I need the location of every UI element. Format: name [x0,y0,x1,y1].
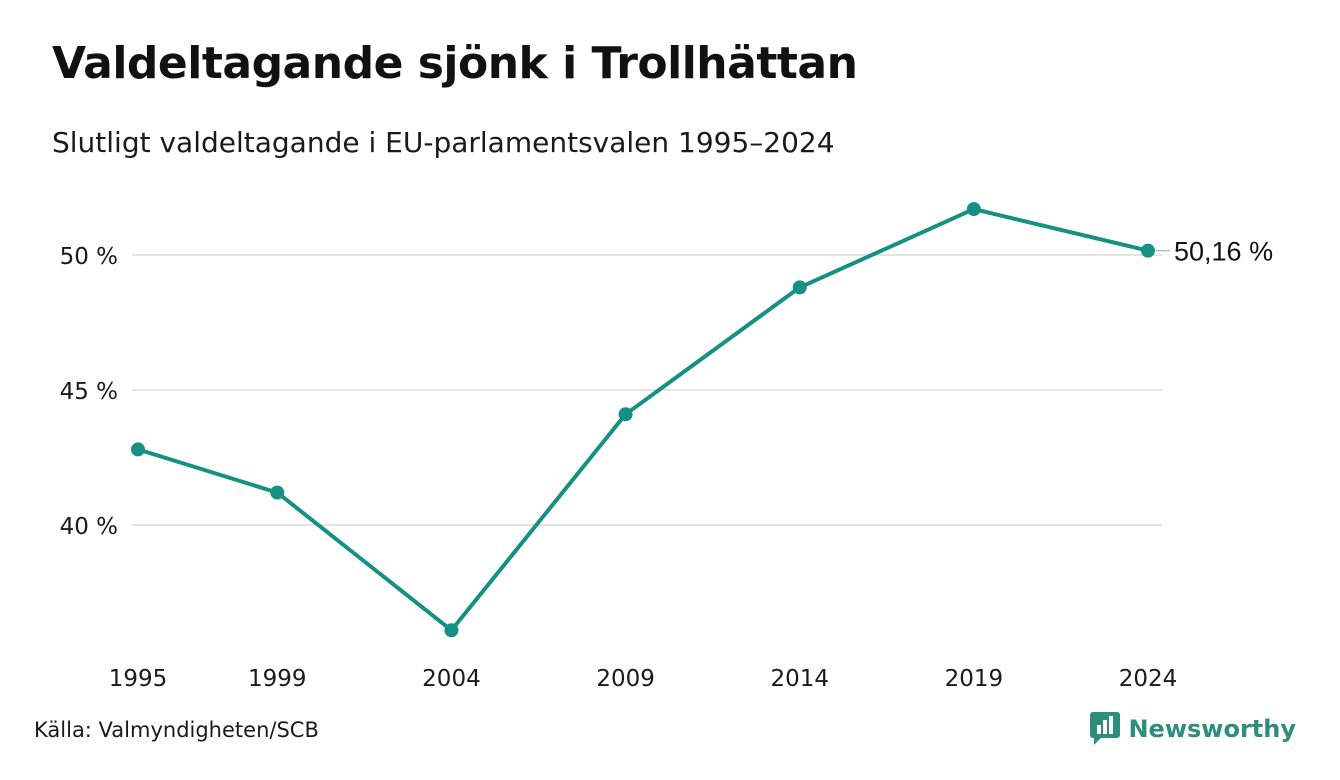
line-chart: 40 % 45 % 50 % 1995 1999 2004 2009 2014 2019 202… [60,202,1273,692]
data-point-1999 [270,485,285,500]
y-tick-label: 45 % [60,379,118,405]
newsworthy-logo-icon [1090,712,1121,745]
gridlines [132,254,1162,526]
brand-name: Newsworthy [1128,715,1296,743]
data-point-2019 [966,202,981,217]
x-tick-label: 2019 [945,666,1004,692]
series-line [136,207,1150,633]
data-point-2024 [1141,243,1155,258]
x-axis-ticks: 1995 1999 2004 2009 2014 2019 2024 [109,666,1178,692]
series-turnout [131,202,1155,638]
chart-subtitle: Slutligt valdeltagande i EU-parlamentsva… [52,126,835,159]
x-tick-label: 1999 [248,666,307,692]
end-value-label: 50,16 % [1174,237,1273,267]
data-point-1995 [131,442,145,457]
data-point-2009 [618,407,633,422]
x-tick-label: 2004 [422,666,481,692]
source-note: Källa: Valmyndigheten/SCB [34,718,319,742]
chart-title: Valdeltagande sjönk i Trollhättan [52,38,858,89]
x-tick-label: 2009 [596,666,655,692]
data-point-2004 [444,623,459,638]
end-label-group: 50,16 % [1156,237,1273,267]
x-tick-label: 1995 [109,666,168,692]
x-tick-label: 2014 [770,666,829,692]
x-tick-label: 2024 [1119,666,1178,692]
brand-logo: Newsworthy [1090,712,1296,746]
data-point-2014 [792,280,807,295]
y-axis-ticks: 40 % 45 % 50 % [60,244,118,540]
y-tick-label: 40 % [60,514,118,540]
y-tick-label: 50 % [60,244,118,270]
